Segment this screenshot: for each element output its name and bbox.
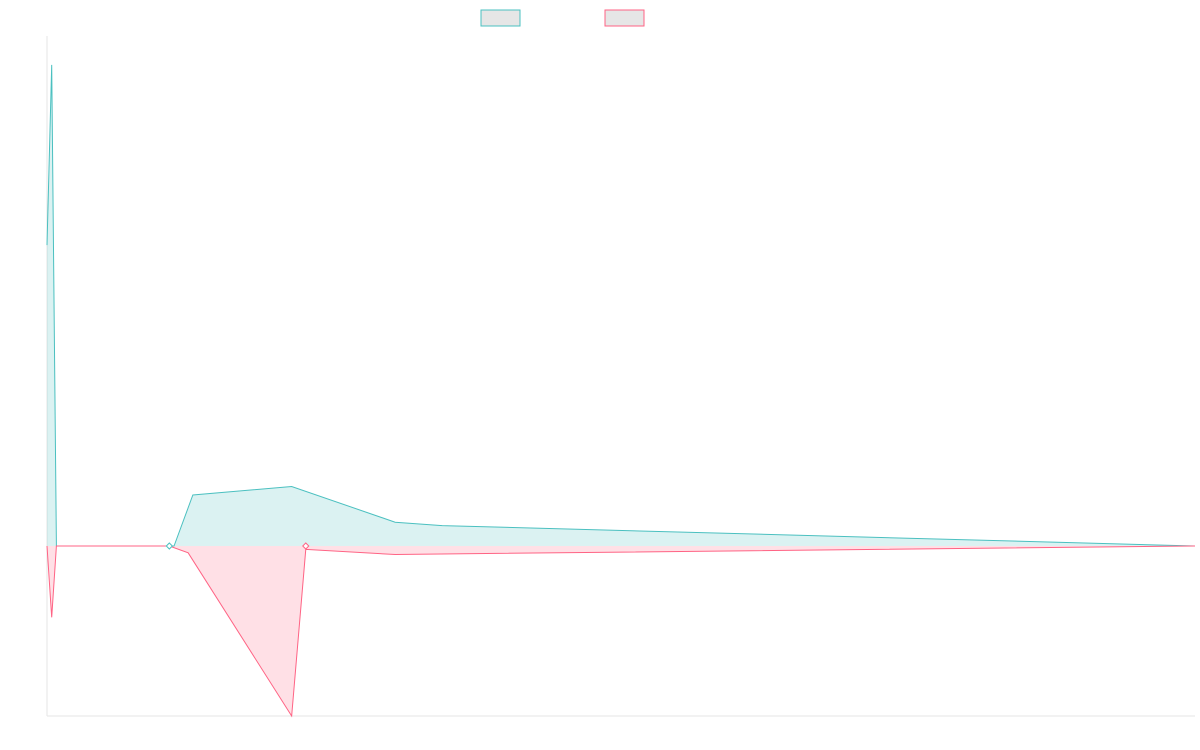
series-2-area <box>47 546 1195 716</box>
baseline-marker-2 <box>302 542 310 550</box>
legend-swatch-2[interactable] <box>604 9 645 27</box>
legend-item-1[interactable] <box>480 9 521 27</box>
axes <box>46 36 1195 717</box>
baseline-marker-1 <box>165 542 174 550</box>
legend-item-2[interactable] <box>604 9 645 27</box>
series-1 <box>46 64 1196 547</box>
series-1-area <box>47 64 1195 547</box>
legend[interactable] <box>480 9 645 27</box>
plot-area <box>46 64 1196 718</box>
series-2 <box>46 545 1196 718</box>
legend-swatch-1[interactable] <box>480 9 521 27</box>
series-2-line <box>46 545 1196 718</box>
series-1-line <box>46 64 1196 547</box>
